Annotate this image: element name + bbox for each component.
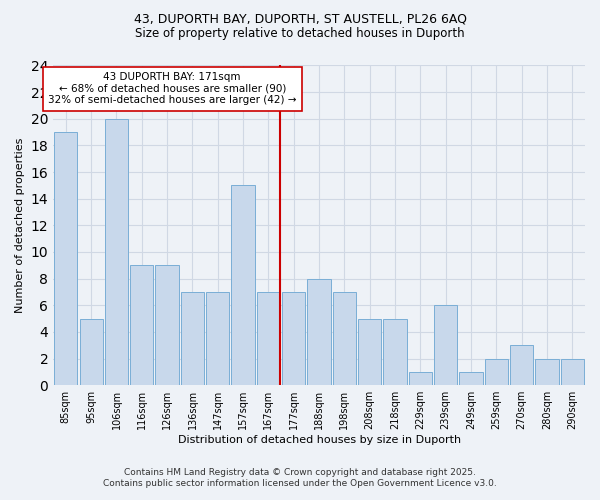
Bar	[181, 292, 204, 385]
Bar	[307, 278, 331, 385]
X-axis label: Distribution of detached houses by size in Duporth: Distribution of detached houses by size …	[178, 435, 461, 445]
Y-axis label: Number of detached properties: Number of detached properties	[15, 138, 25, 313]
Text: 43 DUPORTH BAY: 171sqm
← 68% of detached houses are smaller (90)
32% of semi-det: 43 DUPORTH BAY: 171sqm ← 68% of detached…	[48, 72, 296, 106]
Bar	[232, 186, 255, 385]
Bar	[485, 358, 508, 385]
Text: Size of property relative to detached houses in Duporth: Size of property relative to detached ho…	[135, 28, 465, 40]
Bar	[130, 266, 154, 385]
Bar	[282, 292, 305, 385]
Bar	[105, 119, 128, 385]
Bar	[54, 132, 77, 385]
Text: 43, DUPORTH BAY, DUPORTH, ST AUSTELL, PL26 6AQ: 43, DUPORTH BAY, DUPORTH, ST AUSTELL, PL…	[133, 12, 467, 26]
Text: Contains HM Land Registry data © Crown copyright and database right 2025.
Contai: Contains HM Land Registry data © Crown c…	[103, 468, 497, 487]
Bar	[257, 292, 280, 385]
Bar	[333, 292, 356, 385]
Bar	[409, 372, 432, 385]
Bar	[460, 372, 482, 385]
Bar	[155, 266, 179, 385]
Bar	[206, 292, 229, 385]
Bar	[80, 318, 103, 385]
Bar	[434, 306, 457, 385]
Bar	[560, 358, 584, 385]
Bar	[358, 318, 382, 385]
Bar	[535, 358, 559, 385]
Bar	[383, 318, 407, 385]
Bar	[510, 345, 533, 385]
